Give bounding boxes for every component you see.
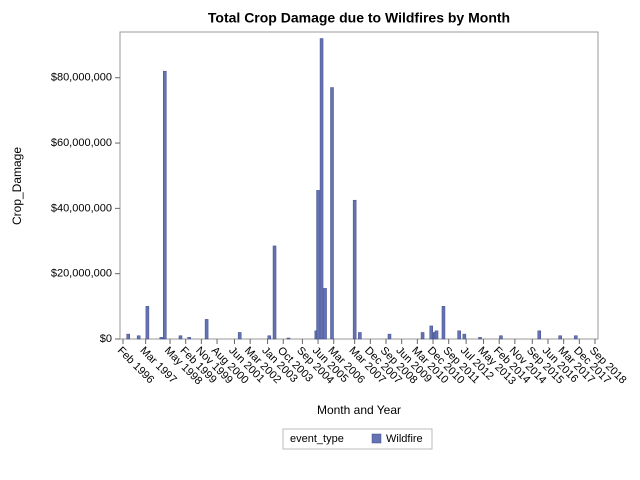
y-tick-label: $0 [100, 333, 112, 345]
y-tick-label: $40,000,000 [51, 202, 112, 214]
bar [204, 319, 209, 340]
legend-swatch [371, 433, 382, 444]
y-tick-label: $20,000,000 [51, 268, 112, 280]
bar [178, 335, 183, 340]
bar [352, 199, 357, 340]
legend-label: Wildfire [386, 433, 423, 445]
bar [429, 325, 434, 340]
bar [457, 330, 461, 340]
x-axis-label: Month and Year [317, 403, 401, 417]
bar [462, 333, 467, 340]
bar [237, 332, 242, 340]
bar [478, 337, 482, 340]
bar [126, 333, 130, 340]
bar [319, 38, 324, 340]
bar [330, 87, 334, 340]
bar [272, 245, 277, 340]
chart-title: Total Crop Damage due to Wildfires by Mo… [208, 10, 510, 26]
bar [387, 333, 392, 340]
bar [159, 337, 164, 340]
bar [537, 330, 542, 340]
y-axis-label: Crop_Damage [10, 147, 24, 225]
bar [286, 337, 291, 340]
legend-title: event_type [290, 433, 344, 445]
bar [441, 306, 446, 340]
y-tick-label: $60,000,000 [51, 137, 112, 149]
bar [558, 335, 562, 340]
bar [574, 335, 578, 340]
bar [316, 190, 320, 340]
bar [163, 70, 167, 340]
bar [358, 332, 362, 340]
bar [420, 332, 425, 340]
bar [145, 306, 150, 340]
y-tick-label: $80,000,000 [51, 72, 112, 84]
bar [499, 335, 503, 340]
bar [136, 335, 141, 340]
legend-box [282, 428, 433, 450]
bar [187, 337, 191, 340]
bar [434, 330, 439, 340]
bar [323, 288, 327, 340]
bar [267, 335, 272, 340]
